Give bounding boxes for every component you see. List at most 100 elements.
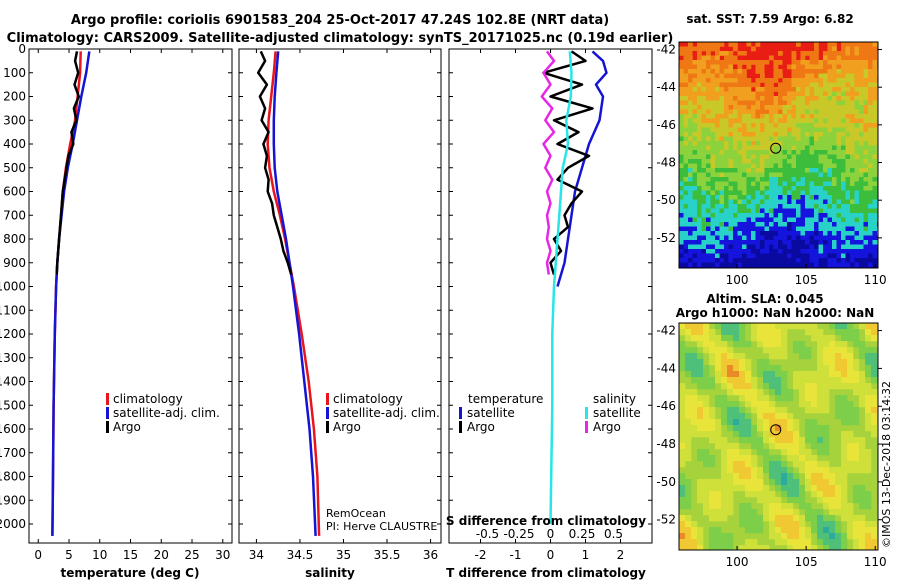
sst-cell — [742, 168, 747, 173]
sst-cell — [818, 168, 824, 173]
sst-cell — [841, 195, 846, 200]
sla-cell — [691, 347, 698, 354]
sst-cell — [728, 60, 734, 65]
sst-cell — [823, 150, 828, 155]
sst-cell — [832, 114, 837, 119]
sla-cell — [751, 425, 758, 432]
sst-cell — [683, 105, 689, 110]
sst-cell — [679, 118, 684, 124]
map-y-tick-label: -48 — [656, 156, 676, 170]
sst-cell — [755, 262, 761, 268]
sla-cell — [775, 515, 782, 522]
sla-cell — [781, 473, 788, 480]
sst-cell — [701, 42, 707, 47]
sst-cell — [796, 177, 801, 182]
sla-cell — [859, 527, 866, 534]
y-tick-label: 700 — [3, 208, 26, 222]
sst-cell — [868, 78, 873, 83]
sst-cell — [733, 60, 738, 65]
sst-cell — [733, 100, 738, 106]
sst-cell — [769, 64, 774, 70]
sst-cell — [778, 96, 783, 101]
sst-cell — [782, 195, 788, 200]
sst-cell — [850, 240, 855, 245]
sla-cell — [769, 371, 776, 378]
sst-cell — [827, 46, 833, 52]
sst-cell — [809, 127, 815, 133]
sst-cell — [854, 199, 860, 205]
sst-cell — [854, 42, 860, 47]
sst-cell — [692, 208, 698, 214]
sla-cell — [775, 323, 782, 330]
sst-cell — [769, 262, 774, 268]
sst-cell — [800, 118, 806, 124]
sla-cell — [829, 467, 836, 474]
sst-cell — [773, 127, 779, 133]
sla-cell — [763, 491, 770, 498]
sst-cell — [773, 222, 779, 227]
sst-cell — [733, 114, 738, 119]
sst-cell — [836, 51, 842, 56]
sst-cell — [710, 96, 716, 101]
sst-cell — [724, 114, 729, 119]
sst-cell — [710, 141, 716, 146]
sst-cell — [805, 136, 810, 142]
sst-cell — [683, 199, 689, 205]
sst-cell — [742, 118, 747, 124]
sla-cell — [823, 341, 830, 348]
sla-cell — [739, 419, 746, 426]
sst-cell — [796, 163, 801, 169]
sst-cell — [737, 199, 743, 205]
sst-cell — [701, 217, 707, 223]
sst-cell — [823, 64, 828, 70]
sla-cell — [739, 323, 746, 330]
sst-cell — [751, 127, 756, 133]
sst-cell — [863, 114, 869, 119]
sst-cell — [697, 69, 702, 74]
sst-cell — [742, 190, 747, 196]
sst-cell — [818, 190, 824, 196]
sst-cell — [872, 168, 878, 173]
sst-cell — [764, 100, 770, 106]
sst-cell — [737, 168, 743, 173]
sst-cell — [769, 195, 774, 200]
sst-cell — [755, 181, 761, 187]
sst-cell — [859, 244, 864, 250]
sst-cell — [728, 208, 734, 214]
sla-cell — [829, 509, 836, 516]
sst-cell — [814, 199, 819, 205]
sst-cell — [836, 222, 842, 227]
sst-cell — [719, 208, 725, 214]
sst-cell — [796, 96, 801, 101]
sst-cell — [764, 172, 770, 178]
figure-title-line1: Argo profile: coriolis 6901583_204 25-Oc… — [71, 13, 609, 28]
sst-cell — [692, 127, 698, 133]
sst-cell — [796, 159, 801, 164]
sst-cell — [863, 159, 869, 164]
sst-cell — [764, 96, 770, 101]
sla-cell — [769, 467, 776, 474]
sst-cell — [836, 136, 842, 142]
sst-cell — [683, 262, 689, 268]
sst-cell — [719, 253, 725, 259]
sst-cell — [863, 136, 869, 142]
sst-cell — [863, 141, 869, 146]
sst-cell — [800, 258, 806, 263]
sst-cell — [872, 82, 878, 88]
sst-cell — [719, 123, 725, 128]
sst-cell — [760, 222, 765, 227]
sst-cell — [764, 150, 770, 155]
sst-cell — [697, 231, 702, 236]
sla-cell — [775, 413, 782, 420]
sla-cell — [697, 527, 704, 534]
sst-cell — [710, 64, 716, 70]
sst-cell — [710, 186, 716, 191]
sst-cell — [836, 73, 842, 79]
sla-cell — [727, 461, 734, 468]
sla-cell — [709, 491, 716, 498]
sla-cell — [709, 341, 716, 348]
sst-cell — [854, 186, 860, 191]
sst-cell — [764, 64, 770, 70]
sla-cell — [757, 419, 764, 426]
sst-cell — [710, 163, 716, 169]
